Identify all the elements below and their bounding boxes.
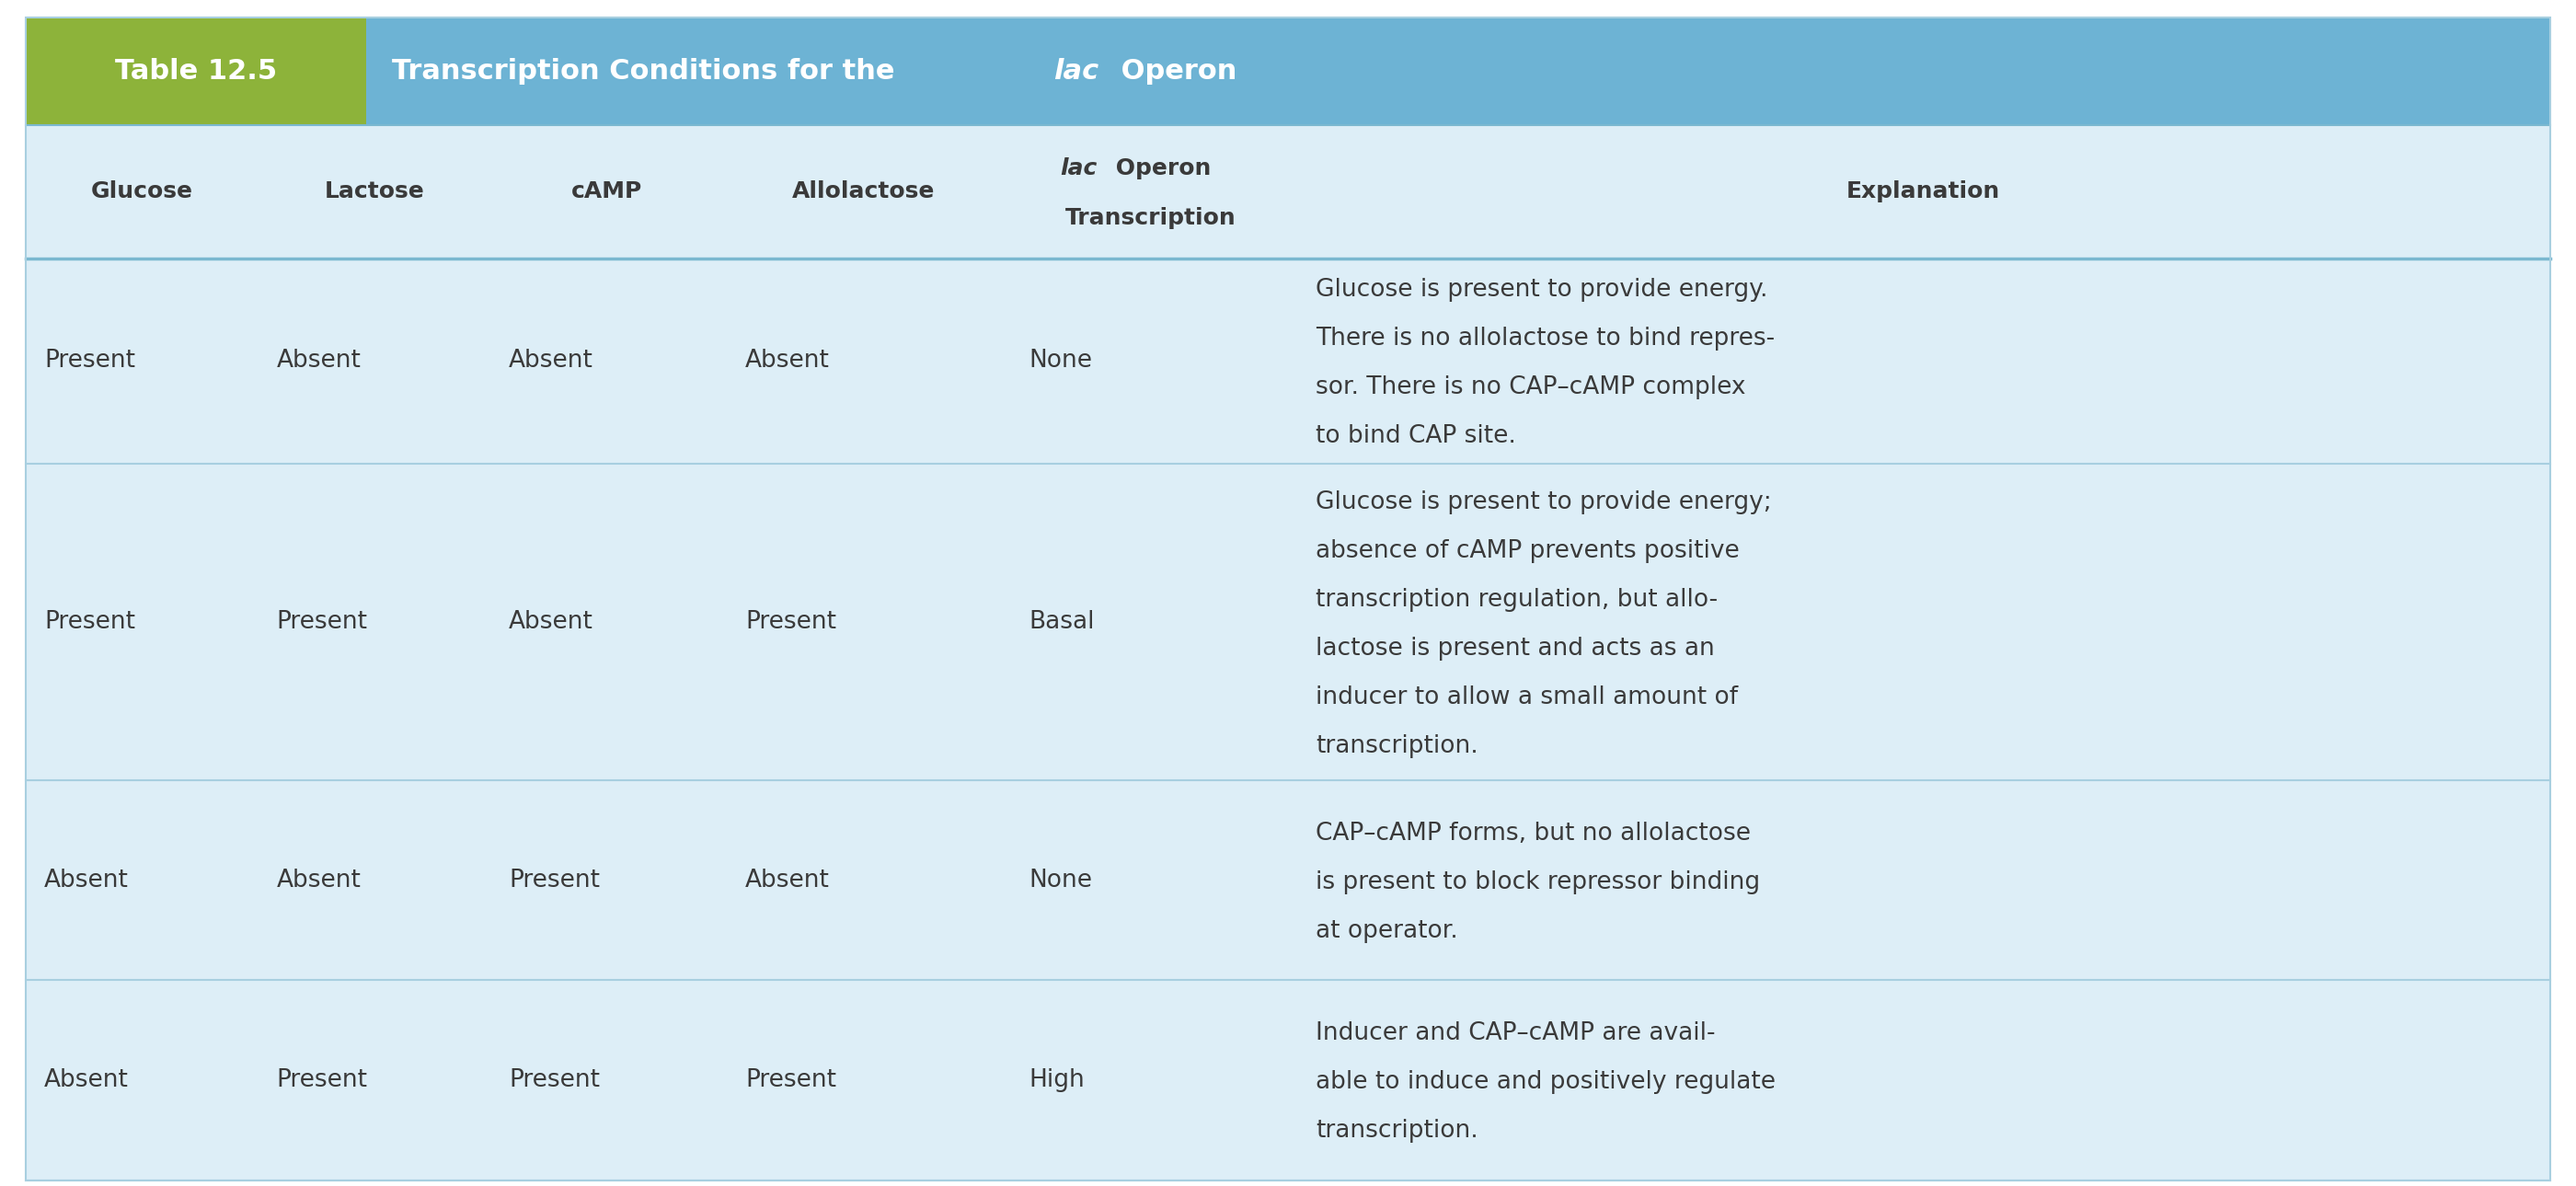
Text: Lactose: Lactose	[325, 180, 425, 203]
Text: Absent: Absent	[276, 868, 361, 892]
Text: Allolactose: Allolactose	[793, 180, 935, 203]
Text: Basal: Basal	[1028, 610, 1095, 635]
Text: Operon: Operon	[1108, 158, 1211, 180]
Text: is present to block repressor binding: is present to block repressor binding	[1316, 871, 1759, 894]
Text: Present: Present	[510, 1069, 600, 1092]
Text: CAP–cAMP forms, but no allolactose: CAP–cAMP forms, but no allolactose	[1316, 822, 1752, 846]
Text: Absent: Absent	[510, 349, 592, 374]
Text: Operon: Operon	[1113, 58, 1236, 84]
Text: at operator.: at operator.	[1316, 919, 1458, 943]
Text: Glucose is present to provide energy.: Glucose is present to provide energy.	[1316, 278, 1767, 302]
Text: Absent: Absent	[510, 610, 592, 635]
Text: sor. There is no CAP–cAMP complex: sor. There is no CAP–cAMP complex	[1316, 376, 1747, 400]
Bar	[26, 125, 2550, 259]
Bar	[26, 780, 2550, 980]
Text: Present: Present	[510, 868, 600, 892]
Text: Present: Present	[276, 1069, 368, 1092]
Bar	[26, 18, 366, 125]
Text: Table 12.5: Table 12.5	[116, 58, 278, 84]
Text: lactose is present and acts as an: lactose is present and acts as an	[1316, 637, 1716, 661]
Text: to bind CAP site.: to bind CAP site.	[1316, 425, 1517, 448]
Text: Transcription: Transcription	[1064, 208, 1236, 229]
Text: Present: Present	[744, 1069, 837, 1092]
Text: Present: Present	[744, 610, 837, 635]
Text: Present: Present	[276, 610, 368, 635]
Bar	[26, 464, 2550, 780]
Text: Absent: Absent	[744, 349, 829, 374]
Text: Absent: Absent	[44, 868, 129, 892]
Text: able to induce and positively regulate: able to induce and positively regulate	[1316, 1070, 1775, 1095]
Text: There is no allolactose to bind repres-: There is no allolactose to bind repres-	[1316, 327, 1775, 351]
Text: Present: Present	[44, 349, 137, 374]
Text: transcription.: transcription.	[1316, 1120, 1479, 1143]
Text: lac: lac	[1059, 158, 1097, 180]
Text: inducer to allow a small amount of: inducer to allow a small amount of	[1316, 686, 1739, 709]
Text: None: None	[1028, 868, 1092, 892]
Text: Glucose is present to provide energy;: Glucose is present to provide energy;	[1316, 490, 1772, 515]
Text: cAMP: cAMP	[572, 180, 641, 203]
Text: Transcription Conditions for the: Transcription Conditions for the	[392, 58, 904, 84]
Text: Absent: Absent	[276, 349, 361, 374]
Text: Absent: Absent	[744, 868, 829, 892]
Bar	[26, 980, 2550, 1180]
Text: None: None	[1028, 349, 1092, 374]
Bar	[26, 259, 2550, 464]
Text: Explanation: Explanation	[1847, 180, 1999, 203]
Text: High: High	[1028, 1069, 1084, 1092]
Text: transcription.: transcription.	[1316, 734, 1479, 758]
Text: Present: Present	[44, 610, 137, 635]
Text: absence of cAMP prevents positive: absence of cAMP prevents positive	[1316, 540, 1739, 563]
Text: Inducer and CAP–cAMP are avail-: Inducer and CAP–cAMP are avail-	[1316, 1021, 1716, 1046]
Text: Glucose: Glucose	[90, 180, 193, 203]
Text: transcription regulation, but allo-: transcription regulation, but allo-	[1316, 588, 1718, 612]
Bar	[366, 18, 2550, 125]
Text: Absent: Absent	[44, 1069, 129, 1092]
Text: lac: lac	[1054, 58, 1097, 84]
